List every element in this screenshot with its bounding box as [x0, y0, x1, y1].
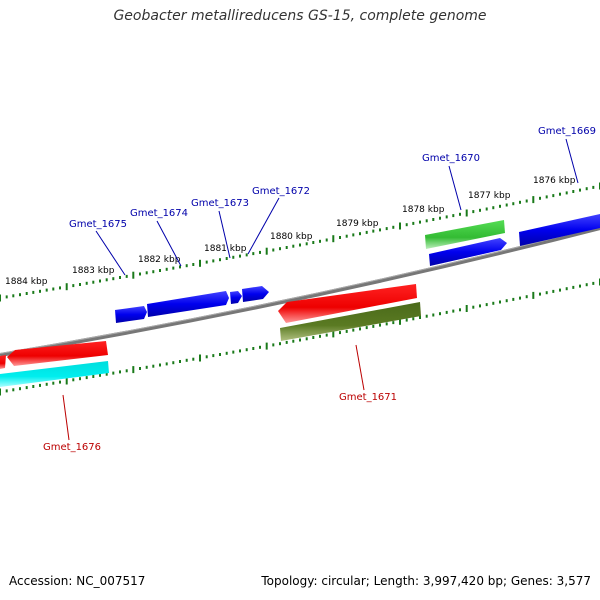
gene-label-Gmet_1671: Gmet_1671: [339, 392, 397, 403]
gene-label-Gmet_1675: Gmet_1675: [69, 219, 127, 230]
gene-label-Gmet_1674: Gmet_1674: [130, 208, 188, 219]
tick-label: 1878 kbp: [402, 205, 445, 215]
tick-label: 1879 kbp: [336, 219, 379, 229]
genome-backbone: [0, 226, 600, 357]
tick-label: 1877 kbp: [468, 191, 511, 201]
gene-callouts: Gmet_1669 Gmet_1670 Gmet_1672 Gmet_1673 …: [43, 126, 596, 453]
gene-reverse-olive[interactable]: [280, 302, 421, 341]
tick-label: 1876 kbp: [533, 176, 576, 186]
forward-strand-genes: [115, 214, 600, 323]
gene-label-Gmet_1676: Gmet_1676: [43, 442, 101, 453]
gene-reverse-red-left[interactable]: [0, 355, 6, 369]
gene-Gmet_1671[interactable]: [278, 284, 417, 323]
accession-label: Accession: NC_007517: [9, 574, 146, 588]
map-title: Geobacter metallireducens GS-15, complet…: [113, 8, 487, 24]
tick-labels: 1884 kbp 1883 kbp 1882 kbp 1881 kbp 1880…: [5, 176, 576, 287]
gene-Gmet_1670[interactable]: [425, 220, 505, 249]
gene-Gmet_1673[interactable]: [230, 291, 242, 304]
gene-forward-blue[interactable]: [429, 238, 507, 266]
gene-reverse-cyan[interactable]: [0, 361, 109, 387]
gene-label-Gmet_1672: Gmet_1672: [252, 186, 310, 197]
tick-label: 1880 kbp: [270, 232, 313, 242]
gene-Gmet_1672[interactable]: [242, 286, 269, 302]
gene-label-Gmet_1669: Gmet_1669: [538, 126, 596, 137]
tick-marks-outer: [0, 182, 600, 302]
gene-label-Gmet_1670: Gmet_1670: [422, 153, 480, 164]
tick-label: 1884 kbp: [5, 277, 48, 287]
gene-Gmet_1675[interactable]: [115, 306, 147, 323]
tick-label: 1883 kbp: [72, 266, 115, 276]
genome-summary: Topology: circular; Length: 3,997,420 bp…: [261, 574, 591, 588]
gene-label-Gmet_1673: Gmet_1673: [191, 198, 249, 209]
gene-Gmet_1674[interactable]: [147, 291, 229, 317]
gene-Gmet_1676[interactable]: [7, 341, 108, 366]
tick-label: 1881 kbp: [204, 244, 247, 254]
gene-Gmet_1669[interactable]: [519, 214, 600, 246]
tick-label: 1882 kbp: [138, 255, 181, 265]
reverse-strand-genes: [0, 284, 421, 387]
